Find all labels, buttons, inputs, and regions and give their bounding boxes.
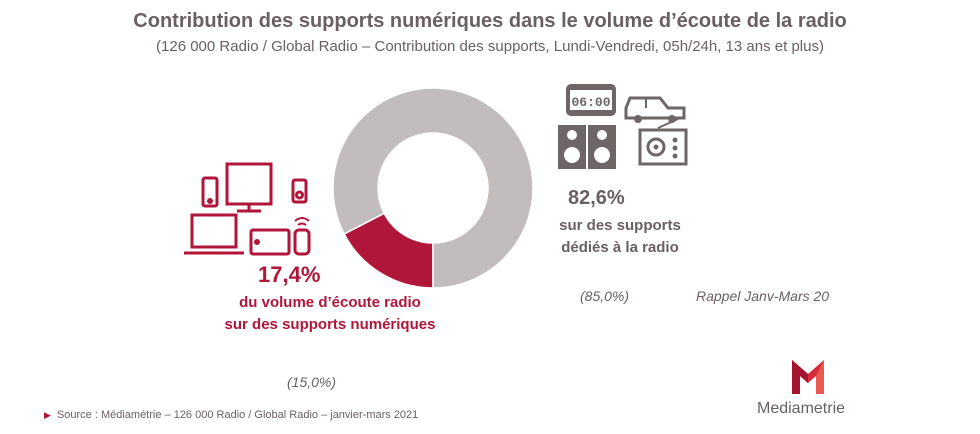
dedicated-previous-value: (85,0%) bbox=[580, 288, 630, 304]
source-note: ▶ Source : Médiamétrie – 126 000 Radio / … bbox=[44, 409, 418, 421]
digital-share-label-line2: sur des supports numériques bbox=[224, 316, 436, 333]
dedicated-share-label-line2: dédiés à la radio bbox=[561, 239, 679, 256]
dedicated-share-label-line1: sur des supports bbox=[559, 217, 681, 234]
dedicated-devices-icons: 06:00 bbox=[558, 84, 688, 169]
media-player-icon bbox=[291, 178, 308, 204]
dedicated-share-label: sur des supports dédiés à la radio bbox=[530, 215, 710, 259]
mediametrie-logo-icon bbox=[792, 360, 824, 394]
logo-text: Mediametrie bbox=[757, 400, 846, 417]
digital-share-label-line1: du volume d’écoute radio bbox=[239, 294, 421, 311]
source-text: Source : Médiamétrie – 126 000 Radio / G… bbox=[56, 409, 419, 421]
digital-devices-icons bbox=[184, 162, 311, 256]
alarm-display: 06:00 bbox=[571, 95, 610, 110]
smart-speaker-icon bbox=[293, 217, 311, 256]
hifi-speakers-icon bbox=[558, 125, 616, 169]
monitor-icon bbox=[225, 162, 273, 213]
smartphone-icon bbox=[201, 176, 219, 208]
bullet-triangle-icon: ▶ bbox=[44, 410, 51, 420]
donut-slice-dedicated bbox=[332, 87, 534, 289]
laptop-icon bbox=[184, 213, 244, 255]
digital-share-label: du volume d’écoute radio sur des support… bbox=[200, 292, 460, 336]
alarm-clock-radio-icon: 06:00 bbox=[566, 84, 616, 116]
dedicated-share-value: 82,6% bbox=[568, 187, 625, 209]
digital-previous-value: (15,0%) bbox=[287, 374, 337, 390]
tablet-icon bbox=[249, 228, 291, 256]
reminder-label: Rappel Janv-Mars 20 bbox=[696, 288, 830, 304]
chart-title: Contribution des supports numériques dan… bbox=[133, 10, 847, 32]
radio-set-icon bbox=[638, 117, 688, 166]
chart-subtitle: (126 000 Radio / Global Radio – Contribu… bbox=[156, 38, 824, 55]
digital-share-value: 17,4% bbox=[258, 262, 321, 287]
